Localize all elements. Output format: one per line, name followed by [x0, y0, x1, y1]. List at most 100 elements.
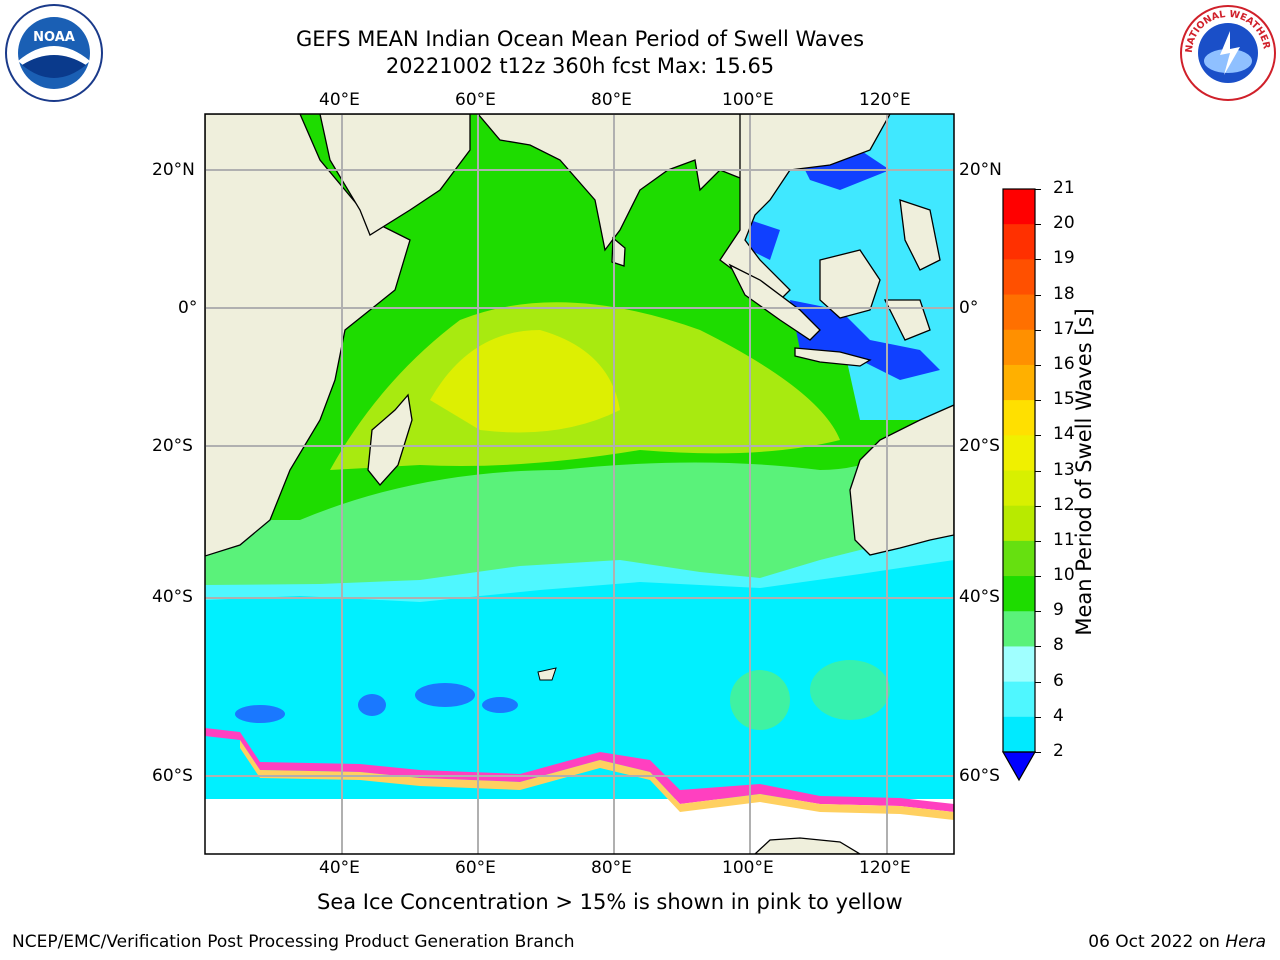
- lat-tick-right: 20°N: [959, 160, 1002, 180]
- colorbar-tick-label: 17: [1053, 318, 1075, 339]
- colorbar-tick-mark: [1035, 611, 1041, 613]
- australia-landmass: [849, 404, 954, 556]
- colorbar-tick-label: 13: [1053, 459, 1075, 480]
- colorbar-segment: [1003, 681, 1035, 718]
- colorbar-tick-mark: [1035, 400, 1041, 402]
- colorbar-tick-label: 20: [1053, 213, 1075, 234]
- borneo-landmass: [819, 249, 881, 319]
- lat-tick-left: 20°N: [152, 160, 195, 180]
- lon-tick-top: 80°E: [591, 90, 632, 110]
- colorbar-tick-mark: [1035, 505, 1041, 507]
- colorbar-tick-mark: [1035, 681, 1041, 683]
- colorbar-segment: [1003, 294, 1035, 331]
- colorbar-label: Mean Period of Swell Waves [s]: [1072, 308, 1096, 636]
- lon-tick-bottom: 80°E: [591, 858, 632, 878]
- colorbar-tick-mark: [1035, 259, 1041, 261]
- colorbar-segment: [1003, 470, 1035, 507]
- colorbar-extend-arrow: [1001, 751, 1037, 782]
- sulawesi-landmass: [883, 299, 931, 341]
- lon-tick-top: 60°E: [455, 90, 496, 110]
- java-landmass: [794, 347, 872, 367]
- colorbar-tick-label: 6: [1053, 670, 1064, 691]
- sri-lanka-landmass: [611, 236, 626, 267]
- india-landmass: [477, 114, 746, 252]
- colorbar-tick-mark: [1035, 716, 1041, 718]
- lon-tick-bottom: 120°E: [859, 858, 911, 878]
- lat-tick-right: 40°S: [959, 587, 1000, 607]
- map-gridlines: [205, 114, 954, 854]
- colorbar-segment: [1003, 189, 1035, 225]
- colorbar-tick-label: 14: [1053, 424, 1075, 445]
- map-subtitle: 20221002 t12z 360h fcst Max: 15.65: [385, 54, 775, 78]
- colorbar-tick-mark: [1035, 646, 1041, 648]
- colorbar-tick-label: 10: [1053, 565, 1075, 586]
- colorbar-tick-label: 15: [1053, 389, 1075, 410]
- nws-logo-icon: NATIONAL WEATHER SERVICE: [1174, 0, 1278, 103]
- lon-tick-top: 100°E: [722, 90, 774, 110]
- colorbar-segment: [1003, 329, 1035, 366]
- colorbar-segment: [1003, 646, 1035, 683]
- noaa-logo-icon: NOAA: [4, 3, 104, 103]
- sea-ice-yellow-edge: [240, 740, 954, 820]
- colorbar-tick-mark: [1035, 435, 1041, 437]
- green-patch: [730, 670, 790, 730]
- lon-tick-top: 40°E: [319, 90, 360, 110]
- philippines-landmass: [899, 199, 941, 271]
- colorbar-tick-mark: [1035, 224, 1041, 226]
- svg-text:NOAA: NOAA: [33, 30, 75, 45]
- indochina-landmass: [719, 114, 891, 301]
- deep-blue-patch: [415, 683, 475, 707]
- colorbar-tick-mark: [1035, 329, 1041, 331]
- lon-tick-bottom: 100°E: [722, 858, 774, 878]
- lat-tick-left: 40°S: [152, 587, 193, 607]
- colorbar-tick-label: 9: [1053, 600, 1064, 621]
- colorbar-tick-mark: [1035, 470, 1041, 472]
- colorbar-tick-mark: [1035, 189, 1041, 190]
- colorbar-segment: [1003, 505, 1035, 542]
- colorbar-tick-label: 12: [1053, 494, 1075, 515]
- sea-ice-note: Sea Ice Concentration > 15% is shown in …: [317, 890, 903, 914]
- kerguelen-island: [537, 667, 557, 681]
- colorbar-tick-mark: [1035, 540, 1041, 542]
- lat-tick-right: 20°S: [959, 436, 1000, 456]
- map-frame: [204, 113, 955, 855]
- colorbar-tick-label: 21: [1053, 178, 1075, 198]
- lat-tick-right: 60°S: [959, 766, 1000, 786]
- colorbar-segment: [1003, 364, 1035, 401]
- colorbar-segment: [1003, 576, 1035, 612]
- lon-tick-top: 120°E: [859, 90, 911, 110]
- colorbar-tick-label: 2: [1053, 741, 1064, 761]
- sea-ice-edge: [205, 728, 954, 812]
- colorbar-tick-label: 18: [1053, 283, 1075, 304]
- footer-date-text: 06 Oct 2022 on: [1088, 932, 1226, 952]
- colorbar-tick-label: 8: [1053, 635, 1064, 656]
- lon-tick-bottom: 60°E: [455, 858, 496, 878]
- java-sea-zone: [790, 300, 940, 380]
- lat-tick-left: 0°: [178, 298, 198, 318]
- colorbar: [1001, 188, 1037, 782]
- colorbar-segment: [1003, 540, 1035, 577]
- colorbar-tick-label: 16: [1053, 353, 1075, 374]
- colorbar-segment: [1003, 716, 1035, 753]
- antarctica-landmass: [754, 837, 862, 854]
- colorbar-segment: [1003, 400, 1035, 436]
- colorbar-segment: [1003, 611, 1035, 647]
- lon-tick-bottom: 40°E: [319, 858, 360, 878]
- map-title: GEFS MEAN Indian Ocean Mean Period of Sw…: [295, 27, 865, 51]
- colorbar-segment: [1003, 435, 1035, 471]
- gulf-thailand-zone: [750, 220, 780, 260]
- lat-tick-left: 60°S: [152, 766, 193, 786]
- colorbar-tick-label: 19: [1053, 248, 1075, 269]
- colorbar-tick-mark: [1035, 294, 1041, 296]
- footer-host: Hera: [1225, 932, 1266, 952]
- colorbar-tick-mark: [1035, 576, 1041, 578]
- deep-blue-patch: [358, 694, 386, 716]
- deep-blue-patch: [482, 697, 518, 713]
- green-patch: [810, 660, 890, 720]
- colorbar-tick-label: 11: [1053, 529, 1075, 550]
- colorbar-segment: [1003, 259, 1035, 296]
- colorbar-tick-mark: [1035, 752, 1041, 753]
- lat-tick-right: 0°: [959, 298, 979, 318]
- colorbar-tick-label: 4: [1053, 705, 1064, 726]
